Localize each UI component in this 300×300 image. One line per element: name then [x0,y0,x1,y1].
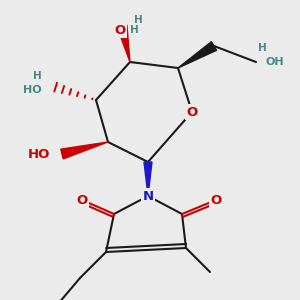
Text: H: H [33,71,42,81]
Text: O: O [210,194,222,206]
Text: O: O [186,106,198,118]
Text: O: O [76,194,88,206]
Text: HO: HO [28,148,50,160]
Text: OH: OH [266,57,285,67]
Text: O: O [114,23,126,37]
Polygon shape [61,142,108,159]
Text: HO: HO [23,85,42,95]
Polygon shape [178,42,217,68]
Text: N: N [142,190,154,202]
Text: H: H [134,15,143,25]
Text: H: H [258,43,267,53]
Text: H: H [130,25,139,35]
Polygon shape [144,162,152,196]
Polygon shape [117,25,130,62]
